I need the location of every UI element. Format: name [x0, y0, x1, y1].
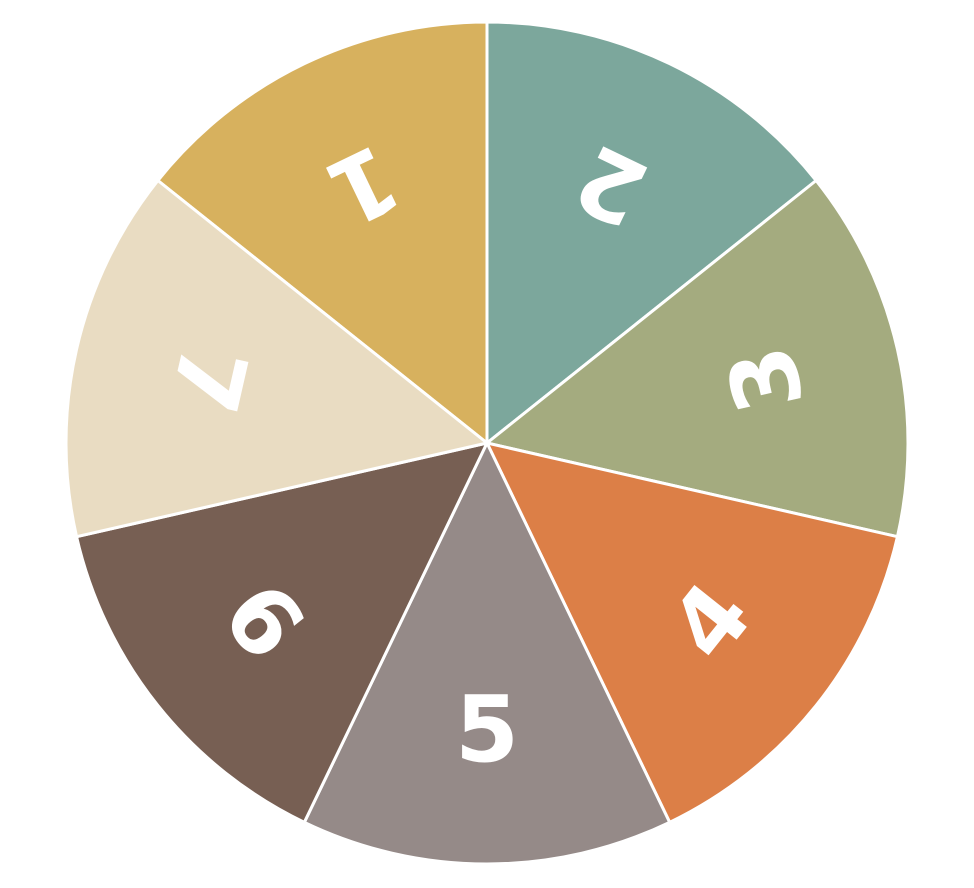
wheel-sectors	[64, 20, 910, 866]
wheel-sector-7[interactable]	[64, 179, 489, 539]
wheel-sector-1[interactable]	[156, 20, 489, 445]
wheel-sector-5[interactable]	[302, 441, 672, 866]
wheel-sector-2[interactable]	[485, 20, 818, 445]
wheel-label-5: 5	[455, 676, 519, 783]
wheel-sector-3[interactable]	[485, 179, 910, 539]
wheel-sector-4[interactable]	[485, 441, 899, 824]
wheel-sector-6[interactable]	[75, 441, 489, 824]
